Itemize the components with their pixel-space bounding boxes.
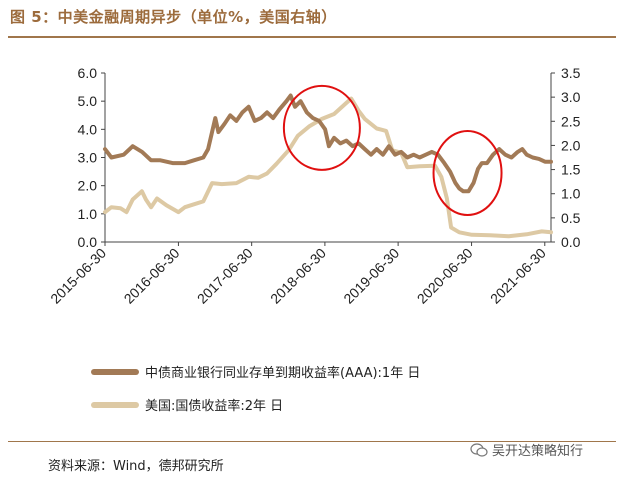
x-tick-label: 2017-06-30: [194, 245, 256, 307]
y-right-tick-label: 2.5: [561, 113, 581, 129]
y-right-tick-label: 3.0: [561, 89, 581, 105]
chart-canvas: 0.0 1.0 2.0 3.0 4.0 5.0 6.0 0.0 0.5 1.0 1.5 2.0 2.5…: [47, 65, 581, 414]
y-right-tick-label: 0.5: [561, 210, 581, 226]
x-tick-label: 2019-06-30: [340, 245, 402, 307]
y-right-tick-label: 1.0: [561, 186, 581, 202]
y-left-tick-label: 6.0: [78, 65, 98, 81]
y-right-tick-label: 2.0: [561, 137, 581, 153]
y-left-tick-label: 1.0: [78, 206, 98, 222]
chart-title: 图 5：中美金融周期异步（单位%，美国右轴）: [10, 8, 337, 26]
watermark: 吴开达策略知行: [470, 440, 583, 459]
highlight-circle: [282, 84, 361, 171]
y-left-tick-label: 2.0: [78, 178, 98, 194]
highlight-circle: [432, 129, 503, 216]
y-left-tick-label: 5.0: [78, 93, 98, 109]
y-left-tick-label: 4.0: [78, 121, 98, 137]
y-right-tick-label: 1.5: [561, 162, 581, 178]
x-tick-label: 2021-06-30: [487, 245, 549, 307]
source-note: 资料来源：Wind，德邦研究所: [48, 459, 224, 474]
footer-rule: [8, 441, 616, 442]
legend-label-us: 美国:国债收益率:2年 日: [145, 398, 283, 414]
china-ncd-1y-line: [103, 93, 553, 194]
x-tick-label: 2015-06-30: [47, 245, 109, 307]
y-right-tick-label: 0.0: [561, 234, 581, 250]
y-right-tick-label: 3.5: [561, 65, 581, 81]
wechat-icon: [470, 442, 488, 457]
watermark-text: 吴开达策略知行: [492, 444, 584, 459]
y-left-tick-label: 0.0: [78, 234, 98, 250]
y-left-tick-label: 3.0: [78, 150, 98, 166]
title-underline: [8, 36, 616, 38]
legend-label-china: 中债商业银行同业存单到期收益率(AAA):1年 日: [145, 365, 420, 381]
x-tick-label: 2016-06-30: [121, 245, 183, 307]
x-tick-label: 2018-06-30: [267, 245, 329, 307]
us-2y-treasury-line: [103, 96, 553, 239]
x-tick-label: 2020-06-30: [414, 245, 476, 307]
